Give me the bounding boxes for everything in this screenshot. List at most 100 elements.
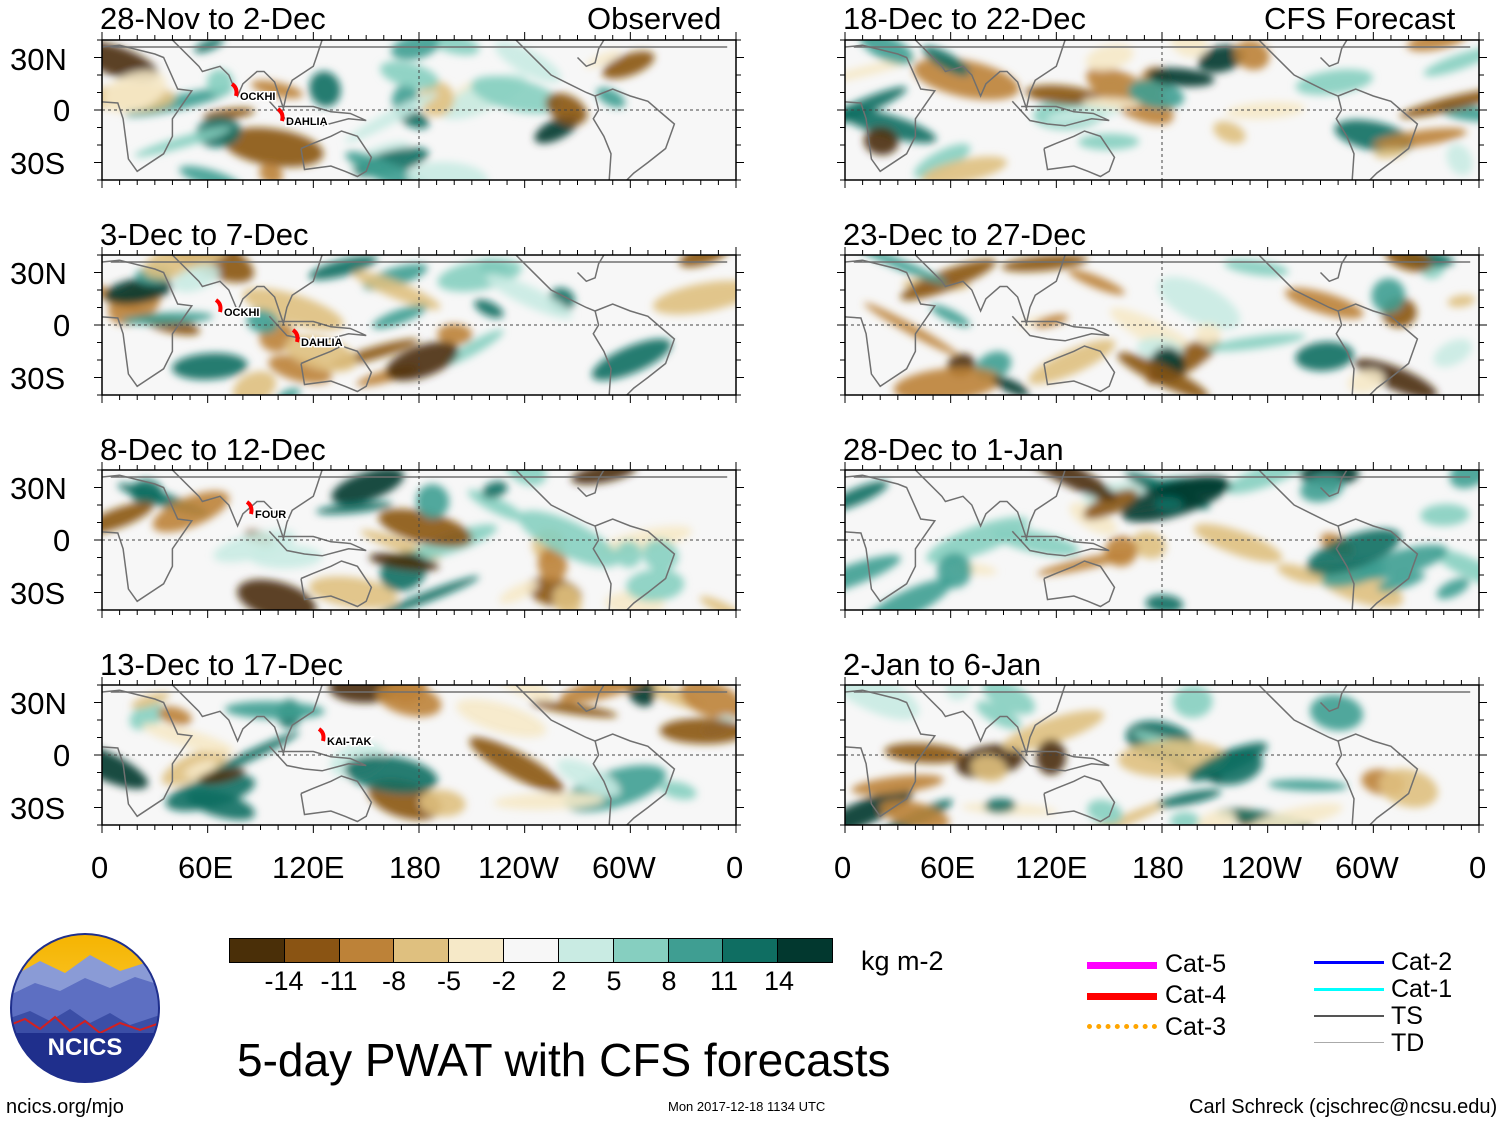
- coastline: [1258, 470, 1355, 610]
- coastline: [1319, 255, 1348, 283]
- coastline: [1011, 745, 1110, 772]
- coastline: [914, 685, 1066, 757]
- storm-track: [245, 500, 254, 515]
- coastline: [102, 689, 194, 818]
- coastline: [300, 775, 373, 823]
- panel-2-title: 3-Dec to 7-Dec: [100, 217, 309, 252]
- map-panel: [837, 32, 1487, 188]
- lon-label: 0: [726, 850, 744, 885]
- legend-line-td: [1314, 1042, 1384, 1043]
- lon-label: 120E: [1015, 850, 1088, 885]
- panel-6-title: 23-Dec to 27-Dec: [843, 217, 1086, 252]
- coastline: [1043, 130, 1116, 178]
- panel-1-title: 28-Nov to 2-Dec: [100, 1, 326, 36]
- coastline: [102, 259, 194, 388]
- coastline: [914, 470, 1066, 542]
- legend-label-cat3: Cat-3: [1165, 1013, 1227, 1041]
- lon-label: 120E: [272, 850, 345, 885]
- lat-label-eq: 0: [53, 308, 71, 343]
- colorbar-tick: -5: [436, 966, 462, 996]
- panel-8-title: 2-Jan to 6-Jan: [843, 647, 1042, 682]
- footer-timestamp: Mon 2017-12-18 1134 UTC: [668, 1099, 826, 1114]
- coastline: [102, 44, 194, 173]
- panel-7-title: 28-Dec to 1-Jan: [843, 432, 1064, 467]
- map-panel: [94, 247, 744, 403]
- colorbar-tick: 2: [551, 966, 567, 996]
- panel-5-title: 18-Dec to 22-Dec: [843, 1, 1086, 36]
- lon-label: 0: [91, 850, 109, 885]
- coastline: [914, 40, 1066, 112]
- coastline: [845, 259, 937, 388]
- colorbar-cell: [504, 939, 559, 962]
- lon-label: 60W: [592, 850, 656, 885]
- coastline: [845, 474, 937, 603]
- coastline: [1337, 303, 1419, 395]
- coastline: [515, 685, 612, 825]
- coastline: [268, 745, 367, 772]
- coastline: [268, 100, 367, 127]
- coastline: [594, 518, 676, 610]
- lon-label: 60E: [178, 850, 234, 885]
- coastline: [594, 733, 676, 825]
- coastline: [268, 530, 367, 557]
- lon-label: 0: [1469, 850, 1487, 885]
- coastline: [594, 88, 676, 180]
- coastline: [300, 130, 373, 178]
- panel-5-type-label: CFS Forecast: [1264, 1, 1456, 36]
- map-panel: [94, 462, 744, 618]
- ncics-logo: NCICS: [10, 933, 160, 1083]
- colorbar-tick: 14: [763, 966, 795, 996]
- coastline: [1011, 100, 1110, 127]
- panel-4-title: 13-Dec to 17-Dec: [100, 647, 343, 682]
- storm-track: [230, 82, 239, 97]
- coastline: [1319, 40, 1348, 68]
- legend-label-cat2: Cat-2: [1391, 948, 1453, 976]
- storm-track: [291, 328, 300, 343]
- storm-label: KAI-TAK: [327, 736, 371, 748]
- coastline: [576, 685, 605, 713]
- lon-label: 180: [389, 850, 441, 885]
- storm-label: OCKHI: [240, 91, 275, 103]
- map-panel: [837, 677, 1487, 833]
- coastline: [845, 44, 937, 173]
- coastline: [1337, 733, 1419, 825]
- coastline: [576, 470, 605, 498]
- colorbar-tick: 8: [661, 966, 677, 996]
- coastline: [1043, 345, 1116, 393]
- storm-label: FOUR: [255, 509, 286, 521]
- coastline: [1258, 40, 1355, 180]
- coastline: [914, 255, 1066, 327]
- lat-label-30n: 30N: [10, 471, 67, 506]
- colorbar: [229, 938, 833, 963]
- colorbar-cell: [613, 939, 669, 962]
- map-panel: [837, 462, 1487, 618]
- lat-label-30n: 30N: [10, 42, 67, 77]
- colorbar-tick: 5: [606, 966, 622, 996]
- coastline: [1043, 560, 1116, 608]
- storm-track: [317, 727, 326, 742]
- map-panel: [94, 32, 744, 188]
- legend-line-cat1: [1314, 988, 1384, 991]
- lat-label-30s: 30S: [10, 146, 66, 181]
- coastline: [1258, 685, 1355, 825]
- coastline: [594, 303, 676, 395]
- map-panel: [837, 247, 1487, 403]
- footer-credit: Carl Schreck (cjschrec@ncsu.edu): [1189, 1096, 1498, 1118]
- storm-track: [214, 298, 223, 313]
- lat-label-30n: 30N: [10, 256, 67, 291]
- lon-label: 120W: [478, 850, 559, 885]
- coastline: [1337, 518, 1419, 610]
- storm-label: DAHLIA: [301, 337, 343, 349]
- coastline: [1337, 88, 1419, 180]
- coastline: [1043, 775, 1116, 823]
- coastline: [845, 689, 937, 818]
- lat-label-eq: 0: [53, 93, 71, 128]
- legend-line-cat4: [1087, 993, 1157, 1000]
- lon-label: 60E: [920, 850, 976, 885]
- coastline: [1011, 530, 1110, 557]
- legend-line-cat5: [1087, 962, 1157, 969]
- colorbar-cell: [558, 939, 614, 962]
- coastline: [1258, 255, 1355, 395]
- map-panel: [94, 677, 744, 833]
- lat-label-30n: 30N: [10, 686, 67, 721]
